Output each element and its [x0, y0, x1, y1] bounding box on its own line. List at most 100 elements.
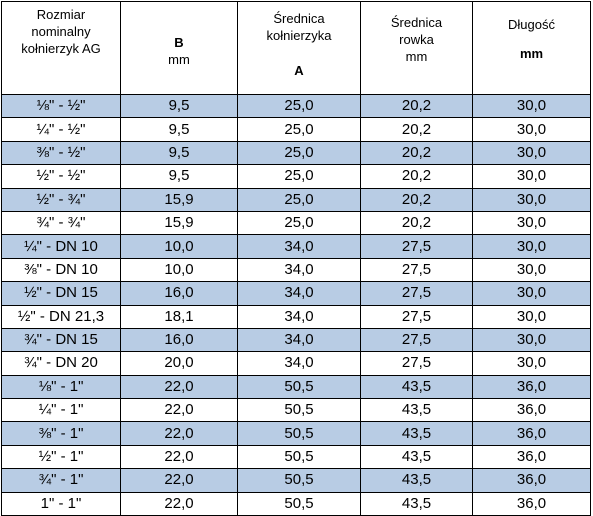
header-text: A [294, 63, 304, 78]
header-cell: B mm [120, 1, 238, 95]
table-cell: ¼" - ½" [1, 117, 121, 142]
table-cell: ½" - DN 15 [1, 281, 121, 306]
table-cell: 43,5 [360, 374, 473, 400]
header-text: Rozmiar [36, 7, 86, 22]
table-cell: 25,0 [237, 117, 361, 142]
table-row: ⅜" - DN 10 10,0 34,0 27,5 30,0 [1, 257, 591, 283]
table-cell: ¼" - DN 10 [1, 234, 121, 259]
header-text: B [174, 35, 184, 50]
table-cell: ½" - DN 21,3 [1, 304, 121, 329]
table-cell: 22,0 [120, 374, 238, 400]
table-cell: 27,5 [360, 234, 473, 259]
header-text: mm [168, 52, 190, 67]
header-text: kołnierzyka [266, 28, 332, 43]
table-cell: 36,0 [472, 374, 591, 400]
table-cell: 30,0 [472, 210, 591, 236]
table-cell: 30,0 [472, 93, 591, 119]
header-cell: Średnica rowka mm [360, 1, 473, 95]
table-cell: 22,0 [120, 421, 238, 446]
table-cell: 34,0 [237, 351, 361, 376]
table-body: ⅛" - ½" 9,5 25,0 20,2 30,0 ¼" - ½" 9,5 25,0 20,2… [1, 93, 591, 516]
table-cell: 16,0 [120, 327, 238, 353]
table-cell: 43,5 [360, 421, 473, 446]
table-cell: 10,0 [120, 257, 238, 283]
table-row: ½" - DN 15 16,0 34,0 27,5 30,0 [1, 281, 591, 306]
table-row: ⅛" - ½" 9,5 25,0 20,2 30,0 [1, 93, 591, 119]
table-cell: ¾" - DN 15 [1, 327, 121, 353]
table-cell: ½" - 1" [1, 444, 121, 470]
table-cell: 25,0 [237, 210, 361, 236]
table-cell: 27,5 [360, 327, 473, 353]
table-cell: 36,0 [472, 444, 591, 470]
table-cell: 50,5 [237, 444, 361, 470]
table-cell: 9,5 [120, 117, 238, 142]
header-text: rowka [399, 32, 434, 47]
table-cell: ⅛" - ½" [1, 93, 121, 119]
table-cell: 10,0 [120, 234, 238, 259]
table-cell: 20,2 [360, 117, 473, 142]
table-row: ¼" - ½" 9,5 25,0 20,2 30,0 [1, 117, 591, 142]
table-cell: 43,5 [360, 468, 473, 493]
table-cell: ½" - ¾" [1, 187, 121, 212]
table-cell: ¾" - DN 20 [1, 351, 121, 376]
table-cell: 15,9 [120, 187, 238, 212]
table-cell: 30,0 [472, 351, 591, 376]
table-cell: 30,0 [472, 164, 591, 189]
table-row: ¾" - ¾" 15,9 25,0 20,2 30,0 [1, 210, 591, 236]
table-cell: 30,0 [472, 187, 591, 212]
table-cell: 30,0 [472, 304, 591, 329]
table-cell: 30,0 [472, 234, 591, 259]
header-text: Średnica [273, 11, 325, 26]
table-cell: 34,0 [237, 304, 361, 329]
table-cell: 50,5 [237, 374, 361, 400]
table-cell: 30,0 [472, 117, 591, 142]
table-cell: 36,0 [472, 468, 591, 493]
table-header: Rozmiar nominalny kołnierzyk AG B mm Śre… [1, 1, 591, 95]
table-cell: 30,0 [472, 257, 591, 283]
table-row: 1" - 1" 22,0 50,5 43,5 36,0 [1, 491, 591, 516]
table-cell: 27,5 [360, 257, 473, 283]
table-cell: 22,0 [120, 444, 238, 470]
table-cell: ⅜" - DN 10 [1, 257, 121, 283]
table-row: ¾" - DN 15 16,0 34,0 27,5 30,0 [1, 327, 591, 353]
table-cell: 27,5 [360, 351, 473, 376]
table-cell: ½" - ½" [1, 164, 121, 189]
table-cell: 25,0 [237, 187, 361, 212]
table-cell: 36,0 [472, 491, 591, 516]
table-cell: ¾" - ¾" [1, 210, 121, 236]
table-cell: 9,5 [120, 140, 238, 166]
table-cell: 50,5 [237, 421, 361, 446]
table-cell: 18,1 [120, 304, 238, 329]
table-cell: 50,5 [237, 398, 361, 423]
table-cell: 34,0 [237, 281, 361, 306]
table-row: ¼" - DN 10 10,0 34,0 27,5 30,0 [1, 234, 591, 259]
table-cell: 34,0 [237, 234, 361, 259]
table-cell: 36,0 [472, 398, 591, 423]
table-cell: 9,5 [120, 93, 238, 119]
header-text: nominalny [31, 24, 91, 39]
table-cell: 16,0 [120, 281, 238, 306]
table-cell: ¼" - 1" [1, 398, 121, 423]
table-cell: 30,0 [472, 281, 591, 306]
table-cell: 43,5 [360, 491, 473, 516]
table-cell: 34,0 [237, 257, 361, 283]
header-text: kołnierzyk AG [21, 41, 101, 56]
header-text: mm [405, 49, 428, 64]
table-cell: 50,5 [237, 468, 361, 493]
table-row: ¾" - DN 20 20,0 34,0 27,5 30,0 [1, 351, 591, 376]
table-cell: 34,0 [237, 327, 361, 353]
table-cell: 20,2 [360, 187, 473, 212]
table-cell: 25,0 [237, 93, 361, 119]
header-text: Średnica [390, 15, 443, 30]
table-cell: 27,5 [360, 281, 473, 306]
table-cell: 9,5 [120, 164, 238, 189]
table-cell: 20,2 [360, 140, 473, 166]
table-cell: 43,5 [360, 444, 473, 470]
table-row: ¾" - 1" 22,0 50,5 43,5 36,0 [1, 468, 591, 493]
table-cell: 22,0 [120, 468, 238, 493]
table-cell: ⅛" - 1" [1, 374, 121, 400]
table-cell: ⅜" - 1" [1, 421, 121, 446]
table-cell: ⅜" - ½" [1, 140, 121, 166]
